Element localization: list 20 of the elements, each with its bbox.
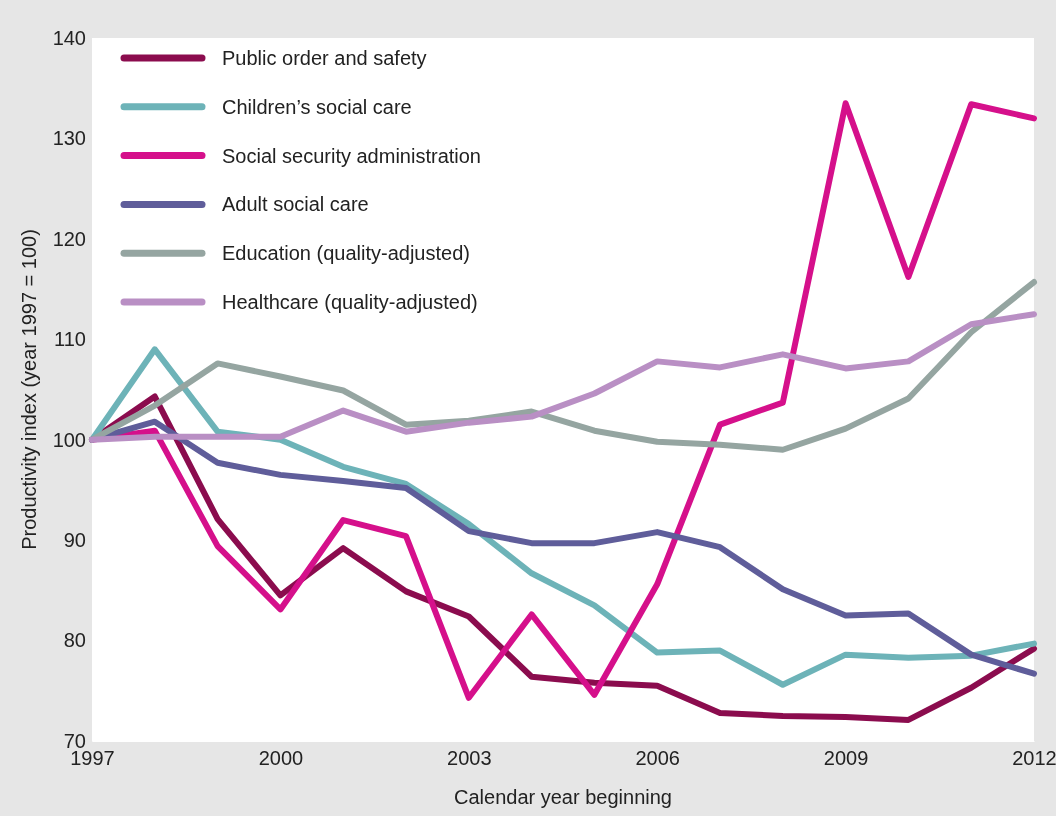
legend-label: Education (quality-adjusted) bbox=[222, 242, 470, 265]
legend-label: Public order and safety bbox=[222, 47, 427, 69]
y-tick-label: 110 bbox=[54, 328, 86, 351]
x-tick-label: 2009 bbox=[823, 747, 869, 770]
legend-label: Adult social care bbox=[222, 193, 369, 216]
y-tick-label: 100 bbox=[52, 428, 86, 451]
legend-label: Healthcare (quality-adjusted) bbox=[222, 291, 478, 313]
legend-label: Social security administration bbox=[222, 144, 481, 167]
x-tick-label: 2006 bbox=[635, 747, 680, 770]
legend-label: Children’s social care bbox=[222, 95, 412, 118]
x-tick-label: 2012 bbox=[1012, 747, 1056, 770]
y-tick-label: 80 bbox=[63, 629, 86, 652]
y-tick-label: 130 bbox=[52, 127, 86, 150]
x-tick-label: 2003 bbox=[447, 747, 492, 770]
x-axis-title: Calendar year beginning bbox=[454, 786, 672, 808]
x-tick-label: 2000 bbox=[258, 747, 304, 770]
y-tick-label: 90 bbox=[63, 529, 86, 552]
y-tick-label: 120 bbox=[52, 227, 86, 250]
y-axis-title: Productivity index (year 1997 = 100) bbox=[18, 229, 40, 550]
y-tick-label: 140 bbox=[52, 26, 86, 49]
